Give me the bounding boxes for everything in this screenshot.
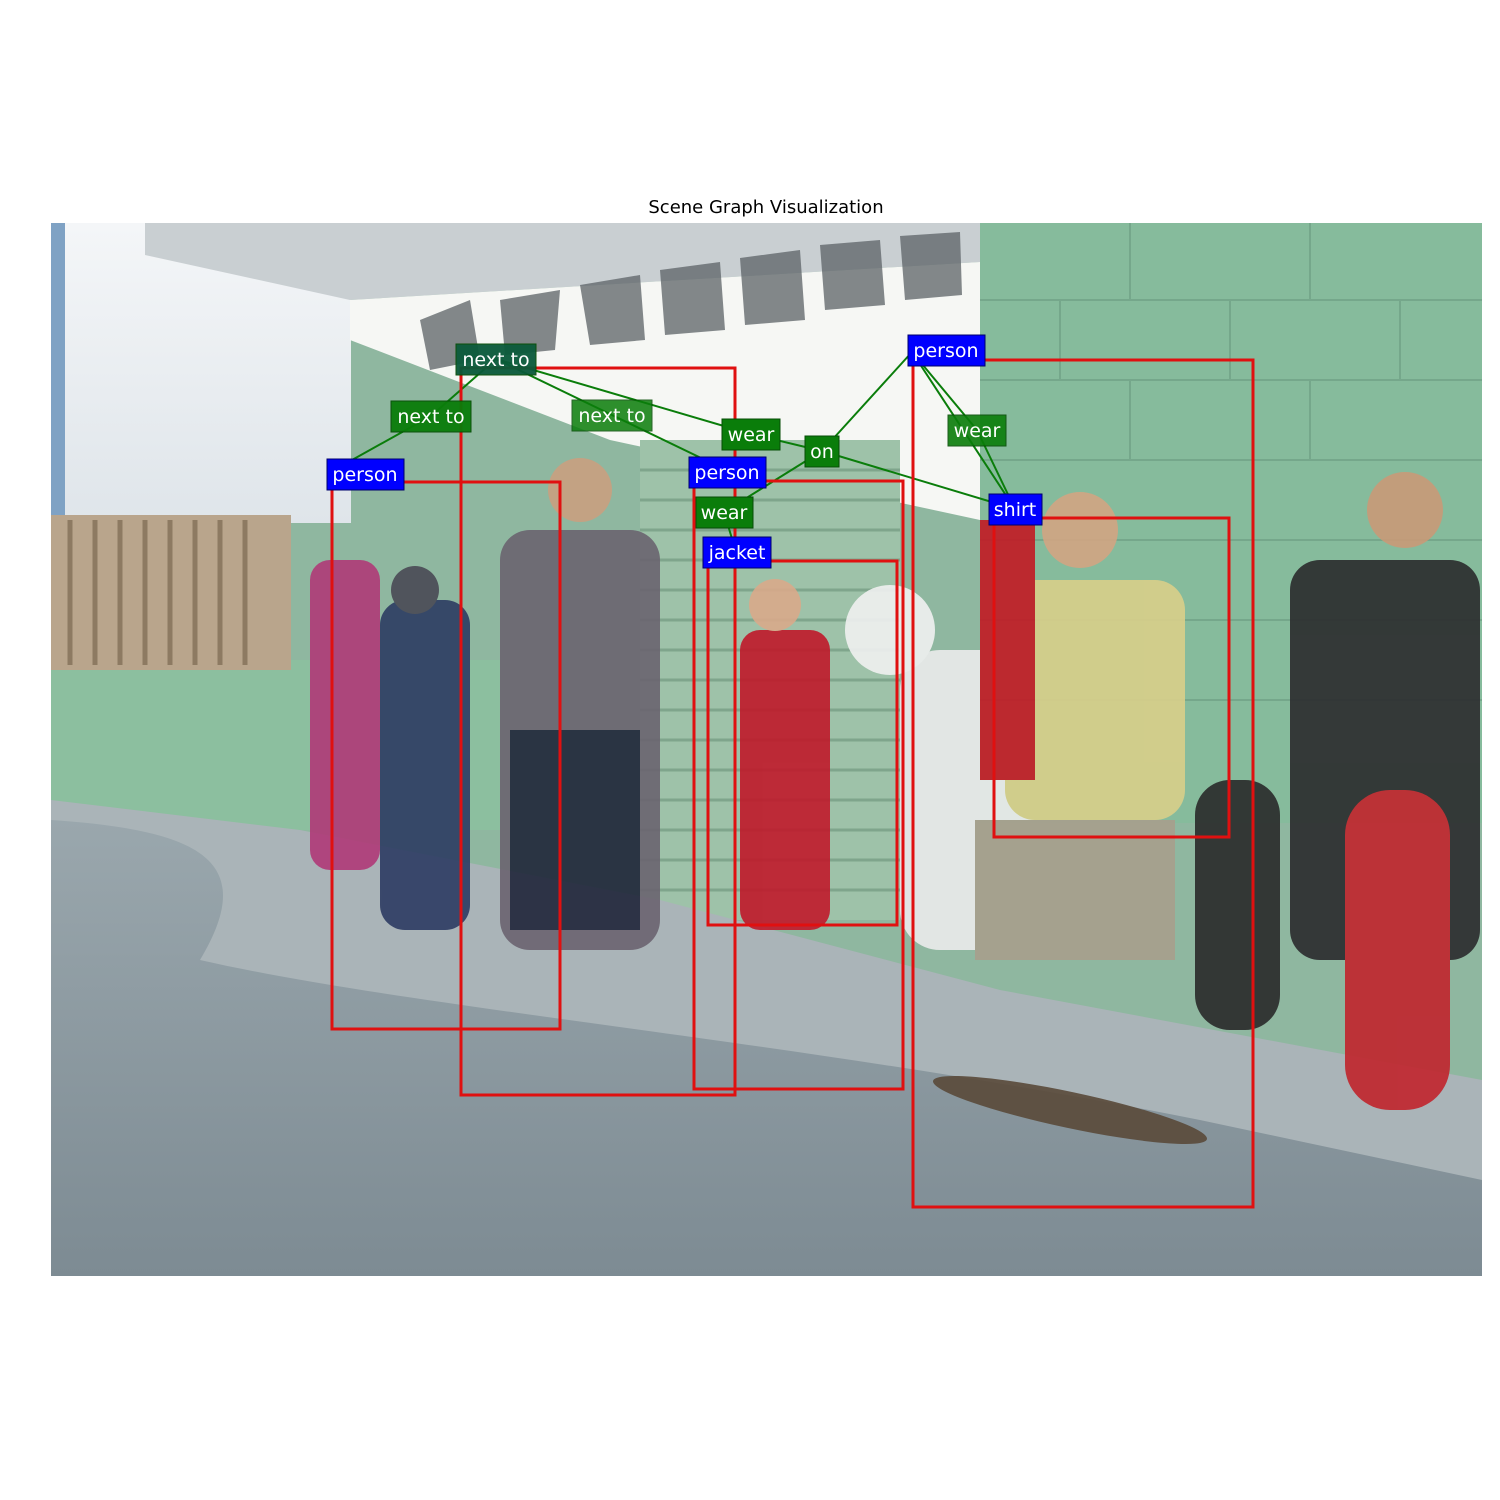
relation-label-text: next to xyxy=(397,406,464,428)
edge-line xyxy=(495,358,752,435)
relation-label: next to xyxy=(571,399,653,432)
relation-label: wear xyxy=(695,496,754,529)
bbox-shirt xyxy=(992,516,1231,839)
object-label-text: jacket xyxy=(708,542,766,564)
relation-label: next to xyxy=(455,343,537,376)
object-label-text: person xyxy=(694,462,759,484)
bbox-person xyxy=(330,480,562,1031)
relation-label: on xyxy=(804,435,840,468)
relation-label: wear xyxy=(721,418,781,451)
object-label: person xyxy=(688,456,767,489)
relation-label-text: wear xyxy=(954,420,1001,442)
photo xyxy=(51,223,1482,1276)
relation-label-text: next to xyxy=(462,349,529,371)
relation-label-text: wear xyxy=(728,424,775,446)
bbox-jacket xyxy=(706,559,899,927)
relation-label-text: next to xyxy=(578,405,645,427)
bbox-person xyxy=(692,479,905,1091)
object-label: shirt xyxy=(988,493,1043,526)
object-label-text: person xyxy=(332,464,397,486)
figure-title: Scene Graph Visualization xyxy=(648,197,884,218)
edge-line xyxy=(821,450,1016,510)
object-label-text: person xyxy=(913,340,978,362)
bbox-person xyxy=(459,366,737,1097)
relation-label: next to xyxy=(390,400,472,433)
bbox-person xyxy=(911,358,1255,1209)
object-label-text: shirt xyxy=(994,499,1036,521)
relation-label-text: wear xyxy=(701,502,748,524)
object-label: jacket xyxy=(702,536,772,569)
object-label: person xyxy=(907,334,986,367)
edge-line xyxy=(821,351,913,452)
object-label: person xyxy=(326,458,405,491)
relation-label-text: on xyxy=(810,441,834,463)
relation-label: wear xyxy=(947,414,1007,447)
